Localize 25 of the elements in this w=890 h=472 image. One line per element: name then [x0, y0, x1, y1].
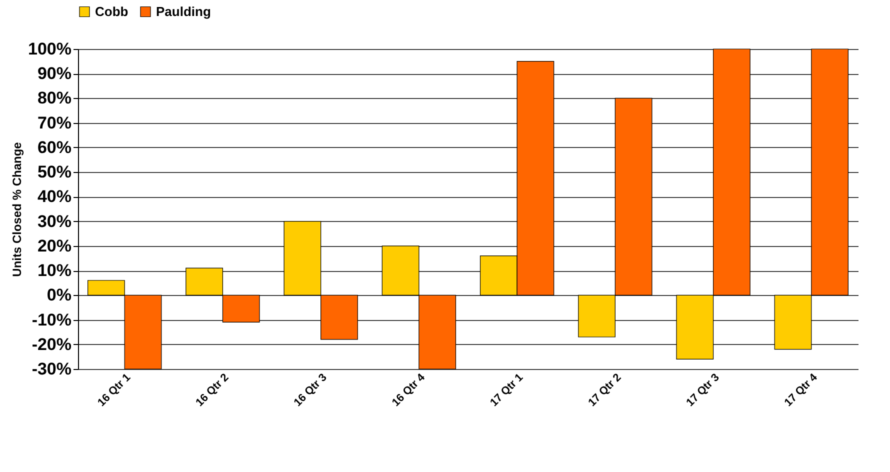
y-tick-label: 90% [37, 64, 72, 84]
y-tick-label: 10% [37, 261, 72, 280]
x-tick-label: 17 Qtr 2 [586, 372, 624, 409]
x-tick-label: 16 Qtr 4 [390, 370, 428, 409]
x-tick-label: 16 Qtr 3 [292, 372, 330, 409]
y-tick-label: 40% [37, 187, 72, 206]
y-tick-label: -30% [32, 360, 72, 378]
x-tick-label: 17 Qtr 4 [782, 370, 821, 409]
legend-label: Cobb [95, 4, 128, 19]
y-tick-label: 20% [37, 236, 72, 256]
y-axis-title: Units Closed % Change [10, 142, 24, 277]
y-tick-label: -10% [32, 310, 72, 330]
y-tick-label: 70% [37, 113, 72, 132]
x-tick-label: 16 Qtr 1 [96, 372, 134, 409]
y-tick-label: 30% [37, 212, 72, 231]
y-tick-label: -20% [32, 334, 72, 354]
y-tick-label: 50% [37, 162, 72, 182]
y-tick-label: 0% [46, 286, 72, 305]
y-tick-label: 100% [28, 40, 72, 58]
legend-label: Paulding [156, 4, 211, 19]
x-tick-label: 16 Qtr 2 [194, 372, 232, 409]
y-tick-label: 60% [37, 138, 72, 157]
x-tick-label: 17 Qtr 1 [488, 372, 526, 409]
y-tick-label: 80% [37, 88, 72, 108]
x-tick-label: 17 Qtr 3 [684, 372, 722, 409]
